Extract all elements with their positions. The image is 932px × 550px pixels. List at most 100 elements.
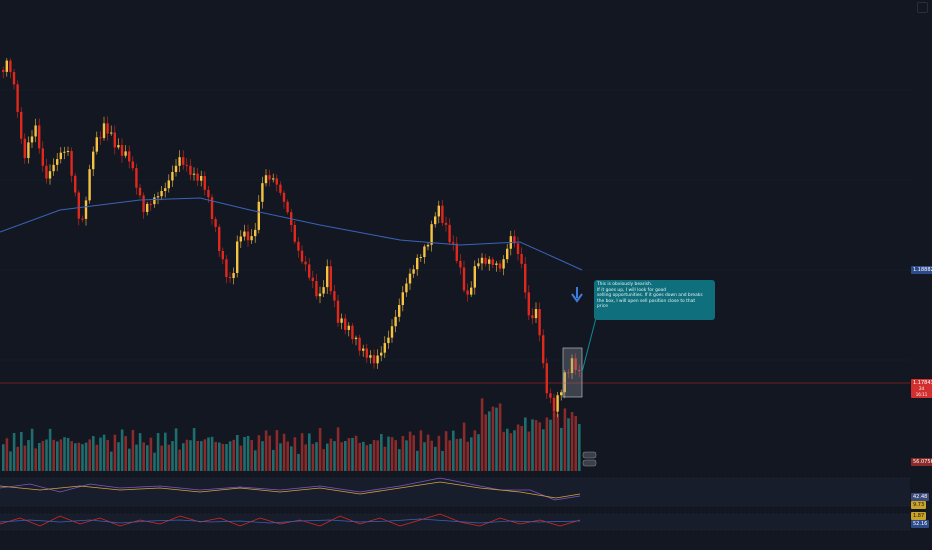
osc1-line-b <box>0 481 581 499</box>
volume-bar <box>333 441 336 471</box>
candle-body <box>218 226 221 251</box>
volume-bar <box>84 442 88 471</box>
candle-body <box>74 175 77 193</box>
volume-bar <box>434 446 437 471</box>
volume-bars <box>2 398 581 471</box>
volume-bar <box>192 428 196 471</box>
volume-bar <box>542 429 545 471</box>
volume-bar <box>509 433 513 471</box>
candle-body <box>2 70 5 72</box>
candle-body <box>542 335 545 364</box>
candle-body <box>214 218 217 227</box>
volume-bar <box>52 439 55 471</box>
candle-body <box>502 259 505 269</box>
volume-bar <box>470 437 473 471</box>
analysis-note[interactable]: This is obviously bearish. If it goes up… <box>594 280 715 320</box>
volume-bar <box>462 422 466 471</box>
volume-bar <box>189 440 192 471</box>
volume-bar <box>340 442 343 471</box>
volume-bar <box>135 444 138 471</box>
volume-bar <box>174 428 178 471</box>
candle-body <box>448 224 451 243</box>
candle-body <box>297 241 300 251</box>
volume-bar <box>110 451 113 471</box>
sell-box[interactable] <box>562 347 583 398</box>
volume-bar <box>527 431 531 471</box>
volume-bar <box>153 452 156 471</box>
candle-body <box>455 243 458 261</box>
osc1-line-a <box>0 477 581 501</box>
volume-bar <box>563 408 567 471</box>
volume-bar <box>315 442 318 471</box>
volume-bar <box>441 450 444 471</box>
indicator-badges[interactable] <box>582 451 597 467</box>
candle-body <box>538 309 541 336</box>
candle-body <box>326 266 329 288</box>
candle-body <box>167 180 170 189</box>
candle-body <box>12 72 16 85</box>
volume-bar <box>380 434 383 471</box>
volume-bar <box>178 449 181 471</box>
candle-body <box>333 291 336 301</box>
candle-body <box>311 277 314 282</box>
candle-body <box>318 293 322 297</box>
chart-settings-button[interactable] <box>917 2 928 13</box>
volume-bar <box>426 434 430 471</box>
volume-bar <box>336 427 340 471</box>
candle-body <box>506 248 509 260</box>
volume-bar <box>369 444 372 471</box>
candle-body <box>56 159 59 165</box>
volume-bar <box>322 449 325 471</box>
volume-bar <box>131 430 135 471</box>
candle-body <box>527 292 530 316</box>
candle-body <box>164 188 167 191</box>
volume-bar <box>473 430 477 471</box>
osc1-label-a: 42.48 <box>911 493 930 501</box>
volume-bar <box>394 440 397 471</box>
volume-bar <box>261 441 264 471</box>
volume-bar <box>102 434 106 471</box>
volume-bar <box>502 431 505 471</box>
candle-body <box>138 187 142 196</box>
candle-body <box>560 392 563 396</box>
chart-grid <box>0 89 910 361</box>
candle-body <box>545 363 548 394</box>
candlesticks <box>2 58 581 418</box>
volume-bar <box>99 437 102 471</box>
candle-body <box>41 148 44 166</box>
volume-bar <box>495 407 498 471</box>
candle-body <box>513 236 516 244</box>
candle-body <box>196 173 199 181</box>
candle-body <box>120 145 124 156</box>
volume-bar <box>149 437 153 471</box>
candle-body <box>243 231 246 237</box>
volume-bar <box>30 428 34 471</box>
candle-body <box>477 263 480 267</box>
volume-bar <box>318 428 322 471</box>
candle-body <box>254 229 257 237</box>
countdown-label: 2d 16:11 <box>911 386 932 398</box>
candle-body <box>383 343 386 353</box>
candle-body <box>59 152 62 160</box>
volume-bar <box>164 432 167 471</box>
volume-bar <box>293 437 297 471</box>
volume-bar <box>156 433 160 471</box>
volume-bar <box>372 440 376 471</box>
candle-body <box>200 175 203 181</box>
volume-bar <box>120 429 124 471</box>
osc2-line-b <box>0 518 581 524</box>
candle-body <box>495 263 498 265</box>
volume-bar <box>77 442 81 471</box>
candle-body <box>106 123 109 134</box>
volume-bar <box>160 445 163 471</box>
volume-bar <box>567 418 570 471</box>
down-arrow-icon[interactable] <box>571 287 583 303</box>
volume-bar <box>455 438 459 471</box>
candle-body <box>419 257 422 259</box>
candle-body <box>228 276 232 279</box>
candle-body <box>570 358 574 373</box>
candle-body <box>117 145 120 148</box>
volume-bar <box>92 436 95 471</box>
candle-body <box>88 169 91 201</box>
